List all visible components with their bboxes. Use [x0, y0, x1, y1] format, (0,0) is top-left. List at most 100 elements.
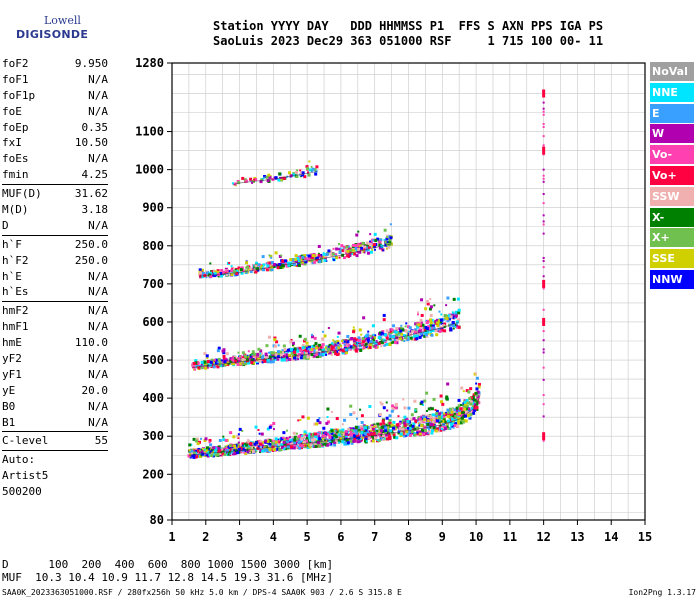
echo-point — [440, 321, 443, 324]
echo-point — [223, 453, 227, 457]
echo-point — [426, 300, 430, 304]
echo-point — [280, 178, 283, 181]
echo-point — [291, 341, 295, 345]
echo-point — [348, 338, 351, 341]
echo-point — [216, 269, 220, 273]
echo-point — [292, 431, 296, 435]
echo-point — [356, 348, 359, 351]
echo-point — [331, 410, 334, 413]
x-tick-label: 3 — [236, 530, 243, 544]
marker-point — [542, 432, 546, 441]
echo-point — [406, 419, 410, 423]
echo-point — [382, 438, 386, 442]
echo-point — [289, 439, 292, 442]
echo-point — [428, 318, 432, 322]
echo-point — [317, 347, 321, 351]
echo-point — [289, 174, 293, 178]
marker-point — [542, 202, 545, 205]
echo-point — [417, 415, 420, 418]
echo-point — [261, 449, 265, 453]
legend-item: SSE — [650, 249, 694, 269]
param-row: 500200 — [2, 484, 108, 500]
echo-point — [232, 355, 235, 358]
echo-point — [356, 242, 360, 246]
echo-point — [473, 398, 477, 402]
echo-point — [357, 336, 361, 340]
y-tick-label: 600 — [142, 315, 164, 329]
param-value: 55 — [94, 434, 108, 448]
echo-point — [443, 412, 446, 415]
echo-point — [223, 360, 227, 364]
echo-point — [477, 382, 481, 386]
echo-point — [327, 420, 331, 424]
echo-point — [424, 307, 428, 311]
echo-point — [223, 448, 226, 451]
echo-point — [291, 441, 294, 444]
echo-point — [395, 333, 399, 337]
echo-point — [372, 431, 376, 435]
marker-point — [542, 168, 545, 171]
echo-point — [318, 354, 322, 358]
echo-point — [425, 414, 429, 418]
echo-point — [365, 248, 369, 252]
echo-point — [213, 358, 216, 361]
echo-point — [463, 407, 467, 411]
echo-point — [245, 443, 249, 447]
echo-point — [311, 169, 314, 172]
echo-point — [247, 444, 251, 448]
echo-point — [279, 266, 283, 270]
echo-point — [224, 358, 228, 362]
echo-point — [392, 433, 395, 436]
echo-point — [194, 359, 198, 363]
echo-point — [320, 348, 323, 351]
echo-point — [406, 418, 409, 421]
echo-point — [416, 426, 420, 430]
echo-point — [239, 355, 242, 358]
echo-point — [349, 404, 353, 408]
echo-point — [281, 259, 285, 263]
echo-point — [297, 264, 301, 268]
echo-point — [284, 447, 288, 451]
echo-point — [199, 449, 202, 452]
echo-point — [384, 430, 388, 434]
echo-point — [403, 423, 407, 427]
echo-point — [352, 339, 356, 343]
param-row: hmF2 N/A — [2, 303, 108, 319]
echo-point — [311, 434, 314, 437]
echo-point — [455, 406, 459, 410]
echo-point — [198, 455, 202, 459]
echo-point — [239, 447, 243, 451]
echo-point — [249, 177, 253, 181]
echo-point — [450, 414, 454, 418]
echo-point — [241, 429, 244, 432]
echo-point — [228, 451, 232, 455]
echo-point — [352, 252, 356, 256]
echo-point — [385, 336, 389, 340]
echo-point — [338, 439, 342, 443]
echo-point — [417, 311, 420, 314]
echo-point — [324, 346, 328, 350]
echo-point — [304, 260, 308, 264]
echo-point — [268, 254, 271, 257]
echo-point — [427, 407, 431, 411]
echo-point — [350, 429, 354, 433]
param-value: 0.35 — [81, 120, 109, 134]
echo-point — [417, 323, 421, 327]
echo-point — [385, 342, 389, 346]
echo-point — [392, 330, 396, 334]
echo-point — [335, 247, 339, 251]
echo-point — [434, 329, 438, 333]
param-row: B1 N/A — [2, 415, 108, 431]
echo-point — [246, 357, 250, 361]
echo-point — [344, 344, 348, 348]
echo-point — [216, 452, 220, 456]
echo-point — [476, 394, 479, 397]
echo-point — [355, 338, 358, 341]
echo-point — [295, 436, 299, 440]
echo-point — [388, 414, 392, 418]
chart-axes: 1 2 3 4 5 6 7 8 9 10 11 12 13 14 158020030040050060070… — [135, 56, 652, 544]
echo-point — [336, 342, 340, 346]
echo-point — [441, 419, 445, 423]
echo-point — [419, 430, 423, 434]
echo-point — [416, 325, 420, 329]
